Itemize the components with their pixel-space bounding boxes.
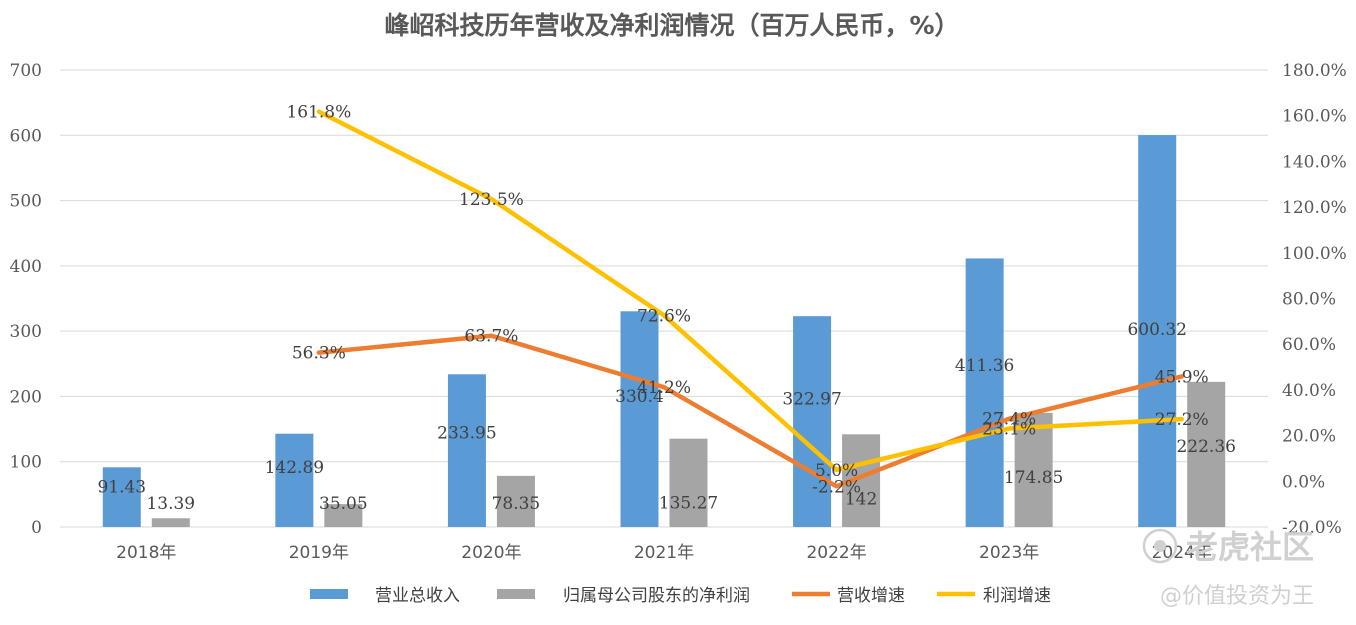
net-profit-bar [151, 518, 190, 527]
revenue-growth-data-label: 27.4% [982, 410, 1036, 430]
profit-growth-data-label: 72.6% [637, 306, 691, 326]
category-label: 2019年 [289, 543, 349, 563]
net-profit-data-label: 142 [845, 489, 877, 509]
watermark: 老虎社区 @价值投资为王 [1142, 528, 1314, 609]
net-profit-bar [324, 504, 363, 527]
legend-label: 营业总收入 [375, 586, 460, 606]
right-tick-label: -20.0% [1282, 518, 1342, 538]
right-tick-label: 140.0% [1282, 152, 1347, 172]
left-tick-label: 600 [10, 126, 42, 146]
category-label: 2018年 [116, 543, 176, 563]
right-tick-label: 80.0% [1282, 290, 1336, 310]
revenue-bar [102, 467, 141, 527]
legend-label: 归属母公司股东的净利润 [563, 586, 750, 606]
net-profit-bar [1014, 412, 1053, 527]
revenue-data-label: 411.36 [955, 356, 1014, 376]
left-tick-label: 400 [10, 257, 42, 277]
left-tick-label: 300 [10, 322, 42, 342]
net-profit-bar [1187, 381, 1226, 527]
revenue-bar [275, 433, 314, 527]
net-profit-data-label: 35.05 [319, 494, 368, 514]
right-tick-label: 40.0% [1282, 381, 1336, 401]
tiger-logo-icon [1142, 528, 1178, 564]
profit-growth-data-label: 123.5% [459, 190, 524, 210]
revenue-data-label: 330.4 [615, 387, 664, 407]
category-label: 2023年 [979, 543, 1039, 563]
category-label: 2022年 [806, 543, 866, 563]
revenue-bar [793, 316, 832, 527]
revenue-growth-data-label: -2.2% [812, 477, 861, 497]
left-tick-label: 0 [31, 518, 42, 538]
net-profit-bar [669, 438, 708, 527]
revenue-growth-data-label: 56.3% [292, 344, 346, 364]
data-labels: 91.43 142.89 233.95 330.4 322.97 411.36 600.32… [97, 103, 1236, 514]
left-tick-label: 500 [10, 192, 42, 212]
revenue-growth-data-label: 41.2% [637, 378, 691, 398]
right-tick-label: 100.0% [1282, 244, 1347, 264]
revenue-data-label: 233.95 [437, 423, 496, 443]
revenue-data-label: 91.43 [97, 477, 146, 497]
revenue-growth-data-label: 63.7% [464, 327, 518, 347]
category-label: 2020年 [461, 543, 521, 563]
revenue-bar [1138, 135, 1177, 528]
net-profit-data-label: 135.27 [659, 494, 718, 514]
revenue-growth-line [316, 333, 1184, 489]
legend-label: 营收增速 [837, 586, 905, 606]
chart-title: 峰岹科技历年营收及净利润情况（百万人民币，%） [384, 11, 959, 40]
legend-swatch [497, 589, 535, 599]
revenue-growth-data-label: 45.9% [1155, 367, 1209, 387]
revenue-data-label: 142.89 [265, 458, 324, 478]
revenue-bar [620, 311, 659, 527]
watermark-brand: 老虎社区 [1186, 528, 1314, 566]
left-tick-label: 200 [10, 387, 42, 407]
profit-growth-line [316, 109, 1184, 473]
legend: 营业总收入 归属母公司股东的净利润 营收增速 利润增速 [310, 586, 1051, 606]
left-tick-label: 700 [10, 61, 42, 81]
bar-series [102, 135, 1226, 528]
category-label: 2021年 [634, 543, 694, 563]
category-label: 2024年 [1152, 543, 1212, 563]
profit-growth-data-label: 23.1% [982, 420, 1036, 440]
net-profit-data-label: 222.36 [1176, 437, 1235, 457]
right-tick-label: 0.0% [1282, 472, 1325, 492]
right-tick-label: 160.0% [1282, 107, 1347, 127]
category-axis-labels: 2018年 2019年 2020年 2021年 2022年 2023年 2024年 [116, 543, 1212, 563]
revenue-bar [965, 258, 1004, 527]
net-profit-data-label: 174.85 [1004, 468, 1063, 488]
right-tick-label: 120.0% [1282, 198, 1347, 218]
revenue-data-label: 600.32 [1127, 320, 1186, 340]
watermark-account: @价值投资为王 [1160, 584, 1314, 609]
net-profit-data-label: 78.35 [492, 494, 541, 514]
grid-lines [60, 69, 1268, 528]
right-axis-ticks: -20.0% 0.0% 20.0% 40.0% 60.0% 80.0% 100.0% 120.… [1282, 61, 1347, 538]
right-tick-label: 180.0% [1282, 61, 1347, 81]
net-profit-bar [496, 475, 535, 527]
left-tick-label: 100 [10, 453, 42, 473]
profit-growth-data-label: 161.8% [286, 103, 351, 123]
revenue-bar [447, 374, 486, 527]
legend-label: 利润增速 [983, 586, 1051, 606]
profit-growth-data-label: 5.0% [815, 461, 858, 481]
line-series [316, 109, 1184, 489]
right-tick-label: 20.0% [1282, 427, 1336, 447]
revenue-data-label: 322.97 [782, 390, 841, 410]
left-axis-ticks: 0 100 200 300 400 500 600 700 [10, 61, 42, 538]
right-tick-label: 60.0% [1282, 335, 1336, 355]
profit-growth-data-label: 27.2% [1155, 410, 1209, 430]
legend-swatch [310, 589, 348, 599]
net-profit-data-label: 13.39 [146, 494, 195, 514]
